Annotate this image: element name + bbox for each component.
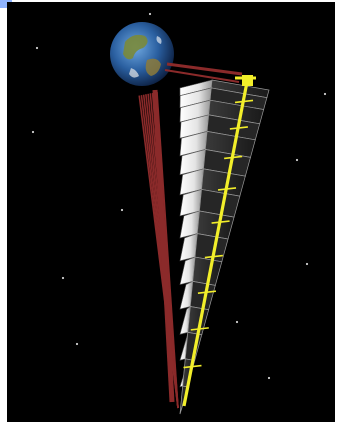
star-icon: [75, 342, 79, 346]
earth-globe-icon: [110, 22, 174, 86]
starfield: [31, 12, 327, 380]
scene-illustration: [31, 12, 327, 415]
red-tether-struts: [138, 62, 243, 409]
star-icon: [35, 46, 39, 50]
star-icon: [235, 320, 239, 324]
star-icon: [31, 130, 35, 134]
corner-mark: [0, 0, 12, 8]
star-icon: [148, 12, 152, 16]
star-icon: [267, 376, 271, 380]
star-icon: [295, 158, 299, 162]
space-scene: [7, 2, 335, 422]
star-icon: [305, 262, 309, 266]
star-icon: [120, 208, 124, 212]
star-icon: [323, 92, 327, 96]
yellow-rail: [182, 75, 256, 407]
star-icon: [61, 276, 65, 280]
